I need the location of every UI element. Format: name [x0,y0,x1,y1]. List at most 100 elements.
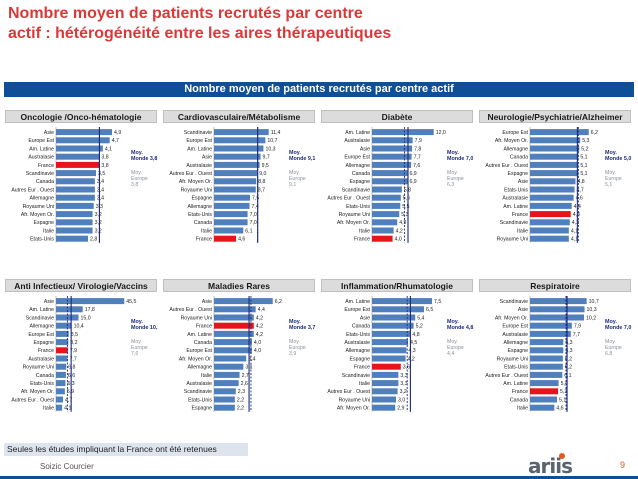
bar [214,202,250,209]
chart-title: Respiratoire [479,279,631,292]
value-label: 17,8 [85,307,95,313]
avg-europe-label-line: 9,1 [289,182,296,188]
value-label: 6,2 [275,299,282,305]
bar [214,170,258,177]
bar [214,161,260,168]
chart-maladies-rares: Asie 6,2 Autres Eur . Ouest 4,4 Royaume Uni 4… [169,296,315,412]
bar [530,161,579,168]
value-label: 5,3 [582,138,589,144]
value-label: 4,3 [408,348,415,354]
bar [56,170,96,177]
avg-europe-label-line: 5,1 [605,182,612,188]
value-label: 4,0 [254,340,261,346]
chart-cardiovasculaire: Scandinavie 11,4 Europe Est 10,7 Am. Latine 1… [169,127,315,243]
value-label: 6,1 [245,228,252,234]
bar [56,161,100,168]
avg-monde-label-line: Moy. [447,319,459,325]
bar [56,219,93,226]
category-label: Europe Est [502,324,528,330]
avg-europe-label: Moy. Europe 5,1 [605,170,622,188]
bar [56,145,103,152]
value-label: 3,8 [101,163,108,169]
bar [56,371,66,378]
value-label: 4,0 [395,237,402,243]
avg-monde-label-line: Monde 3,7 [289,325,315,331]
bar [372,306,424,313]
avg-europe-label-line: Europe [605,176,622,182]
bar [56,194,95,201]
category-label: Europe Est [28,332,54,338]
category-label: Espagne [508,348,529,354]
category-label: Scandinavie [26,315,54,321]
value-label: 5,3 [401,212,408,218]
category-label: Italie [359,228,370,234]
category-label: Espagne [192,406,213,412]
value-label: 4,9 [399,220,406,226]
value-label: 2,7 [242,373,249,379]
avg-europe-label-line: Moy. [447,170,458,176]
value-label: 5,2 [416,324,423,330]
avg-monde-label: Moy. Monde 7,0 [605,319,631,331]
avg-europe-label-line: Moy. [131,170,142,176]
chart-title: Anti Infectieux/ Virologie/Vaccins [5,279,157,292]
avg-monde-label: Moy. Monde 9,1 [289,150,315,162]
category-label: Allemagne [345,163,370,169]
category-label: Royaume Uni [497,356,528,362]
category-label: Europe Est [186,138,212,144]
value-label: 3,2 [400,389,407,395]
category-label: Etats-Unis [188,212,212,218]
category-label: Australasie [28,356,54,362]
category-label: Scandinavie [184,389,212,395]
value-label: 4,6 [576,196,583,202]
value-label: 5,1 [580,171,587,177]
bar [372,145,413,152]
chart-panel-anti-infectieux: Anti Infectieux/ Virologie/Vaccins Asie 4… [4,279,158,413]
category-label: Italie [517,406,528,412]
bar [530,388,559,395]
value-label: 4,3 [573,212,580,218]
avg-europe-label-line: Moy. [447,339,458,345]
value-label: 6,9 [409,179,416,185]
avg-monde-label-line: Moy. [131,319,143,325]
avg-monde-label-line: Monde 9,1 [289,156,315,162]
value-label: 2,9 [397,406,404,412]
bar [372,330,411,337]
category-label: Am. Latine [29,146,54,152]
bar [530,396,557,403]
bar [214,306,256,313]
value-label: 10,3 [265,146,275,152]
chart-title: Inflammation/Rhumatologie [321,279,473,292]
category-label: Royaume Uni [181,315,212,321]
category-label: Europe Est [344,307,370,313]
chart-respiratoire: Scandinavie 10,7 Asie 10,3 Afr. Moyen Or. 10,… [485,296,631,412]
avg-monde-label: Moy. Monde 3,8 [131,150,157,162]
value-label: 45,5 [126,299,136,305]
category-label: Asie [202,299,212,305]
value-label: 4,2 [408,356,415,362]
bar [530,129,589,136]
category-label: Espagne [34,220,55,226]
bar [530,137,581,144]
bar [214,227,244,234]
category-label: Europe Est [28,138,54,144]
avg-europe-label-line: Moy. [605,170,616,176]
category-label: Afr. Moyen Or. [21,389,54,395]
category-label: Autres Eur . Ouest [327,196,370,202]
chart-oncologie: Asie 4,9 Europe Est 4,7 Am. Latine 4,1 Austral… [11,127,157,243]
value-label: 4,1 [571,237,578,243]
chart-title: Cardiovasculaire/Métabolisme [163,110,315,123]
avg-monde-label-line: Moy. [447,150,459,156]
category-label: Autres Eur . Ouest [169,307,212,313]
category-label: France [512,212,528,218]
category-label: Espagne [508,171,529,177]
value-label: 4,0 [254,348,261,354]
bar [372,178,408,185]
bar [56,306,83,313]
bar [214,314,254,321]
bar [530,355,563,362]
value-label: 7,8 [414,146,421,152]
category-label: Allemagne [503,340,528,346]
category-label: Scandinavie [342,373,370,379]
bar [530,314,584,321]
avg-monde-label: Moy. Monde 3,7 [289,319,315,331]
